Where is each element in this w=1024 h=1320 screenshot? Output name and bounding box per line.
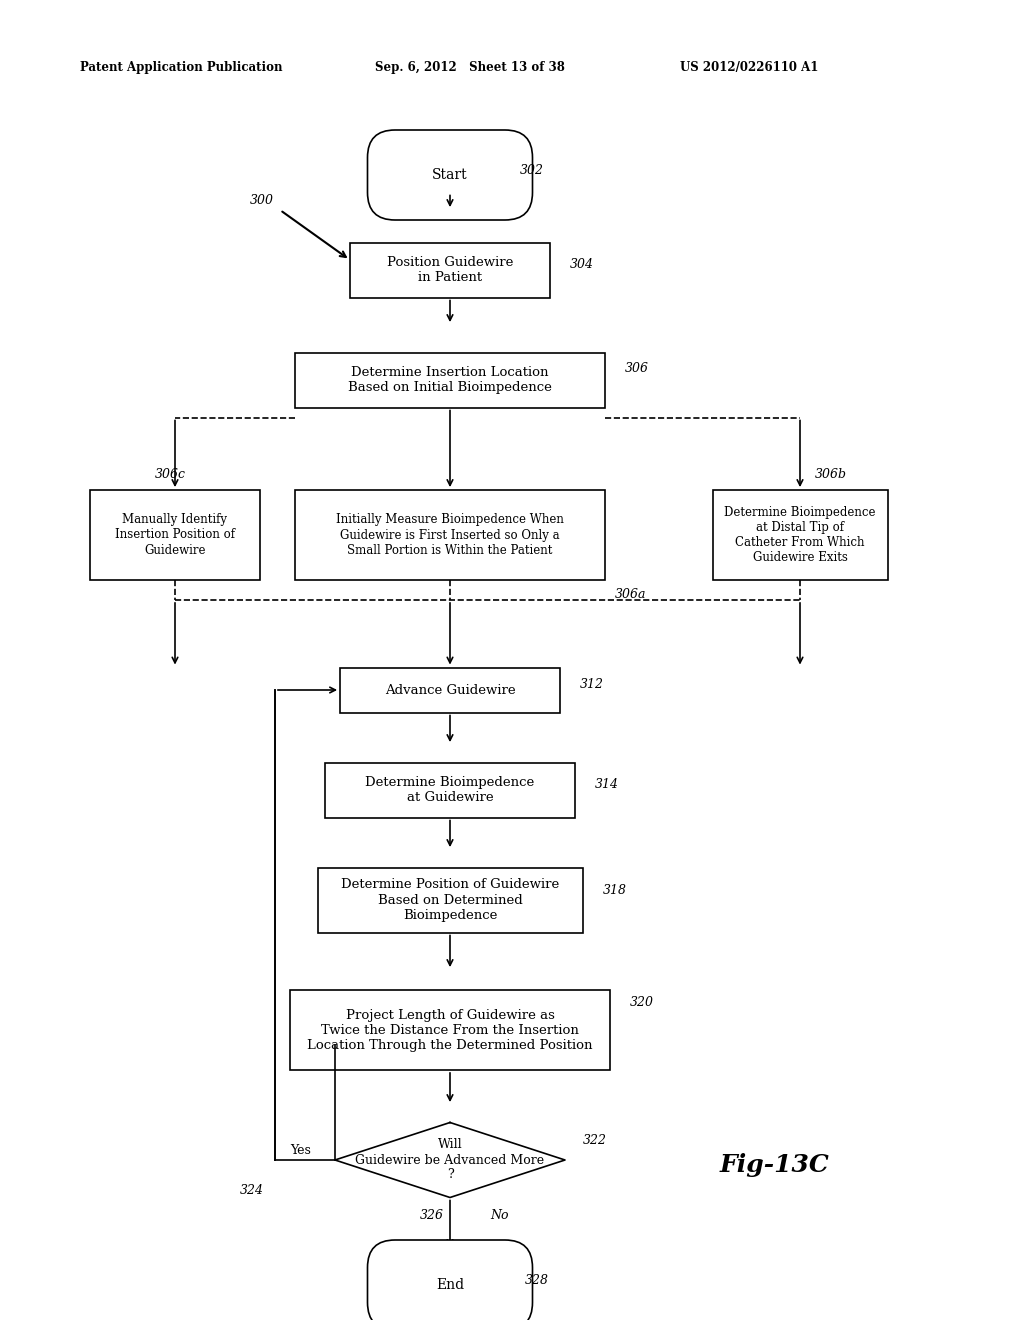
Text: End: End (436, 1278, 464, 1292)
Text: Determine Bioimpedence
at Distal Tip of
Catheter From Which
Guidewire Exits: Determine Bioimpedence at Distal Tip of … (724, 506, 876, 564)
Bar (295, 490, 605, 579)
Text: Position Guidewire
in Patient: Position Guidewire in Patient (387, 256, 513, 284)
Bar (340, 668, 560, 713)
Bar (350, 243, 550, 297)
Text: 324: 324 (240, 1184, 264, 1196)
Text: 304: 304 (570, 259, 594, 272)
Text: Determine Insertion Location
Based on Initial Bioimpedence: Determine Insertion Location Based on In… (348, 366, 552, 393)
Text: 306b: 306b (815, 469, 847, 482)
Bar (295, 352, 605, 408)
Bar (317, 867, 583, 932)
Text: 300: 300 (250, 194, 274, 206)
Bar (325, 763, 575, 817)
Text: 314: 314 (595, 779, 618, 792)
Text: Determine Bioimpedence
at Guidewire: Determine Bioimpedence at Guidewire (366, 776, 535, 804)
Text: No: No (490, 1209, 509, 1222)
Text: Project Length of Guidewire as
Twice the Distance From the Insertion
Location Th: Project Length of Guidewire as Twice the… (307, 1008, 593, 1052)
Text: 306: 306 (625, 362, 649, 375)
Text: US 2012/0226110 A1: US 2012/0226110 A1 (680, 61, 818, 74)
Text: Fig-13C: Fig-13C (720, 1152, 829, 1177)
Text: Will
Guidewire be Advanced More
?: Will Guidewire be Advanced More ? (355, 1138, 545, 1181)
Text: 322: 322 (583, 1134, 607, 1147)
Polygon shape (335, 1122, 565, 1197)
Text: 326: 326 (420, 1209, 444, 1222)
Bar (90, 490, 260, 579)
Text: 306c: 306c (155, 469, 186, 482)
Text: 302: 302 (520, 164, 544, 177)
Text: Initially Measure Bioimpedence When
Guidewire is First Inserted so Only a
Small : Initially Measure Bioimpedence When Guid… (336, 513, 564, 557)
Text: 306a: 306a (615, 589, 646, 602)
Text: Patent Application Publication: Patent Application Publication (80, 61, 283, 74)
Text: Determine Position of Guidewire
Based on Determined
Bioimpedence: Determine Position of Guidewire Based on… (341, 879, 559, 921)
Text: Start: Start (432, 168, 468, 182)
Text: Manually Identify
Insertion Position of
Guidewire: Manually Identify Insertion Position of … (115, 513, 234, 557)
Text: Sep. 6, 2012   Sheet 13 of 38: Sep. 6, 2012 Sheet 13 of 38 (375, 61, 565, 74)
Text: Yes: Yes (290, 1143, 311, 1156)
FancyBboxPatch shape (368, 129, 532, 220)
Text: 312: 312 (580, 678, 604, 692)
Text: 318: 318 (602, 883, 627, 896)
Text: Advance Guidewire: Advance Guidewire (385, 684, 515, 697)
Text: 320: 320 (630, 995, 654, 1008)
Bar (290, 990, 610, 1071)
FancyBboxPatch shape (368, 1239, 532, 1320)
Text: 328: 328 (525, 1274, 549, 1287)
Bar (713, 490, 888, 579)
